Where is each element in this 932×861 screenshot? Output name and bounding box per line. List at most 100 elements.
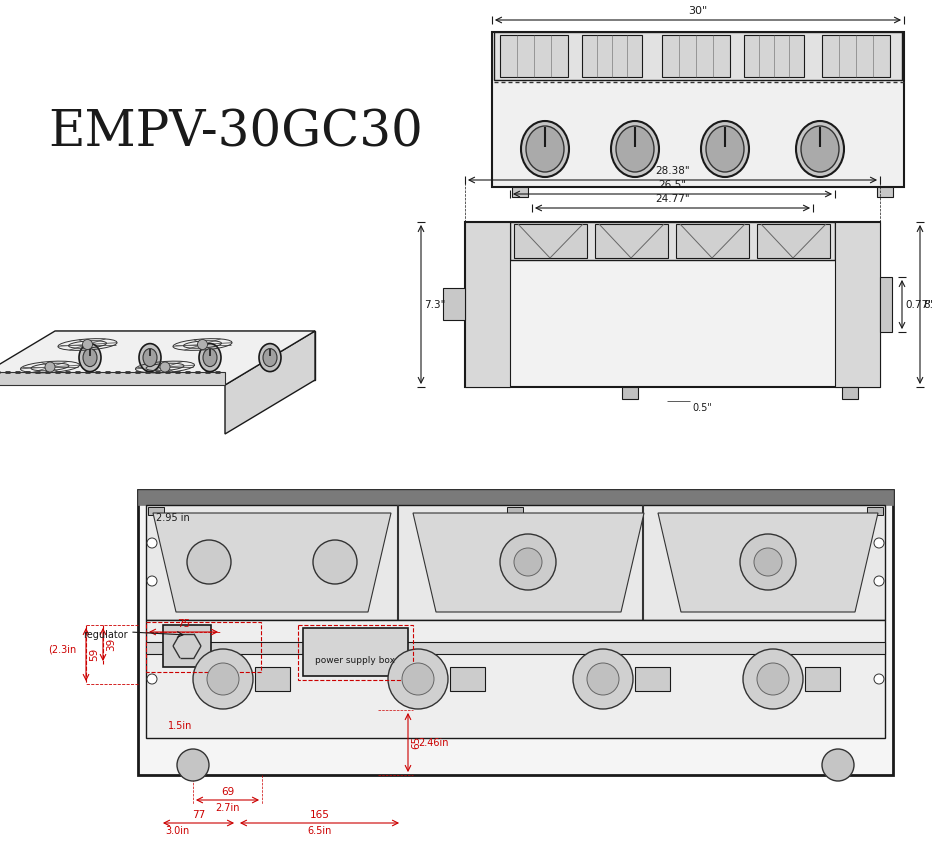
Bar bbox=[465, 222, 880, 387]
Bar bbox=[835, 222, 880, 387]
Bar bbox=[822, 35, 890, 77]
Bar bbox=[146, 642, 885, 654]
Bar bbox=[805, 667, 840, 691]
Ellipse shape bbox=[796, 121, 844, 177]
Text: 26.5": 26.5" bbox=[659, 180, 687, 190]
Circle shape bbox=[193, 649, 253, 709]
Ellipse shape bbox=[143, 349, 157, 367]
Bar bbox=[492, 32, 904, 187]
Bar bbox=[744, 35, 804, 77]
Text: 165: 165 bbox=[309, 810, 329, 820]
Circle shape bbox=[874, 576, 884, 586]
Text: 30": 30" bbox=[689, 6, 707, 16]
Text: 8.72": 8.72" bbox=[923, 300, 932, 309]
Bar bbox=[138, 490, 893, 505]
Polygon shape bbox=[658, 513, 878, 612]
Bar bbox=[450, 667, 485, 691]
Text: EMPV-30GC30: EMPV-30GC30 bbox=[48, 108, 423, 158]
Bar bbox=[635, 667, 670, 691]
Circle shape bbox=[740, 534, 796, 590]
Polygon shape bbox=[153, 513, 391, 612]
Bar bbox=[465, 222, 510, 387]
Ellipse shape bbox=[521, 121, 569, 177]
Bar bbox=[510, 222, 835, 260]
Circle shape bbox=[83, 339, 92, 350]
Ellipse shape bbox=[199, 344, 221, 372]
Circle shape bbox=[313, 540, 357, 584]
Bar bbox=[757, 224, 830, 258]
Ellipse shape bbox=[801, 126, 839, 172]
Ellipse shape bbox=[83, 349, 97, 367]
Ellipse shape bbox=[526, 126, 564, 172]
Bar bbox=[146, 622, 261, 672]
Text: regulator: regulator bbox=[83, 630, 128, 640]
Circle shape bbox=[160, 362, 170, 372]
Text: 2.7in: 2.7in bbox=[215, 803, 240, 813]
Text: 75: 75 bbox=[177, 619, 190, 629]
Bar bbox=[443, 288, 465, 320]
Circle shape bbox=[198, 339, 208, 350]
Text: 6.5in: 6.5in bbox=[308, 826, 332, 836]
Circle shape bbox=[45, 362, 55, 372]
Text: 77: 77 bbox=[192, 810, 205, 820]
Bar bbox=[163, 625, 211, 667]
Bar bbox=[880, 277, 892, 332]
Bar bbox=[867, 507, 883, 515]
Ellipse shape bbox=[701, 121, 749, 177]
Ellipse shape bbox=[263, 349, 277, 367]
Text: 1.5in: 1.5in bbox=[168, 721, 192, 731]
Bar bbox=[507, 507, 523, 515]
Bar bbox=[662, 35, 730, 77]
Polygon shape bbox=[0, 331, 315, 385]
Text: 3.0in: 3.0in bbox=[165, 826, 189, 836]
Circle shape bbox=[388, 649, 448, 709]
Circle shape bbox=[147, 674, 157, 684]
Circle shape bbox=[874, 538, 884, 548]
Bar bbox=[303, 628, 408, 676]
Ellipse shape bbox=[203, 349, 217, 367]
Bar bbox=[500, 35, 568, 77]
Circle shape bbox=[757, 663, 789, 695]
Text: (2.3in: (2.3in bbox=[48, 645, 76, 654]
Bar bbox=[514, 224, 587, 258]
Circle shape bbox=[822, 749, 854, 781]
Ellipse shape bbox=[616, 126, 654, 172]
Bar bbox=[146, 505, 885, 620]
Ellipse shape bbox=[139, 344, 161, 372]
Text: 0.77": 0.77" bbox=[905, 300, 932, 309]
Bar bbox=[877, 187, 893, 197]
Circle shape bbox=[402, 663, 434, 695]
Circle shape bbox=[147, 538, 157, 548]
Circle shape bbox=[500, 534, 556, 590]
Bar bbox=[255, 667, 290, 691]
Polygon shape bbox=[413, 513, 644, 612]
Bar bbox=[138, 490, 893, 775]
Text: 24.77": 24.77" bbox=[655, 194, 690, 204]
Bar bbox=[512, 187, 528, 197]
Text: 7.3": 7.3" bbox=[424, 300, 445, 309]
Text: 2.95 in: 2.95 in bbox=[156, 513, 190, 523]
Circle shape bbox=[514, 548, 542, 576]
Polygon shape bbox=[0, 373, 225, 385]
Bar bbox=[148, 507, 164, 515]
Circle shape bbox=[147, 576, 157, 586]
Bar bbox=[146, 620, 885, 738]
Ellipse shape bbox=[706, 126, 744, 172]
Text: 59: 59 bbox=[89, 647, 99, 661]
Circle shape bbox=[587, 663, 619, 695]
Ellipse shape bbox=[79, 344, 101, 372]
Circle shape bbox=[743, 649, 803, 709]
Text: 65: 65 bbox=[411, 736, 421, 749]
Text: 2.46in: 2.46in bbox=[418, 738, 448, 747]
Bar bbox=[494, 32, 902, 80]
Circle shape bbox=[874, 674, 884, 684]
Text: 0.5": 0.5" bbox=[692, 403, 712, 413]
Text: 39: 39 bbox=[106, 638, 116, 651]
Circle shape bbox=[187, 540, 231, 584]
Ellipse shape bbox=[259, 344, 281, 372]
Bar bbox=[298, 625, 413, 680]
Bar bbox=[676, 224, 749, 258]
Circle shape bbox=[573, 649, 633, 709]
Circle shape bbox=[207, 663, 239, 695]
Text: 28.38": 28.38" bbox=[655, 166, 690, 176]
